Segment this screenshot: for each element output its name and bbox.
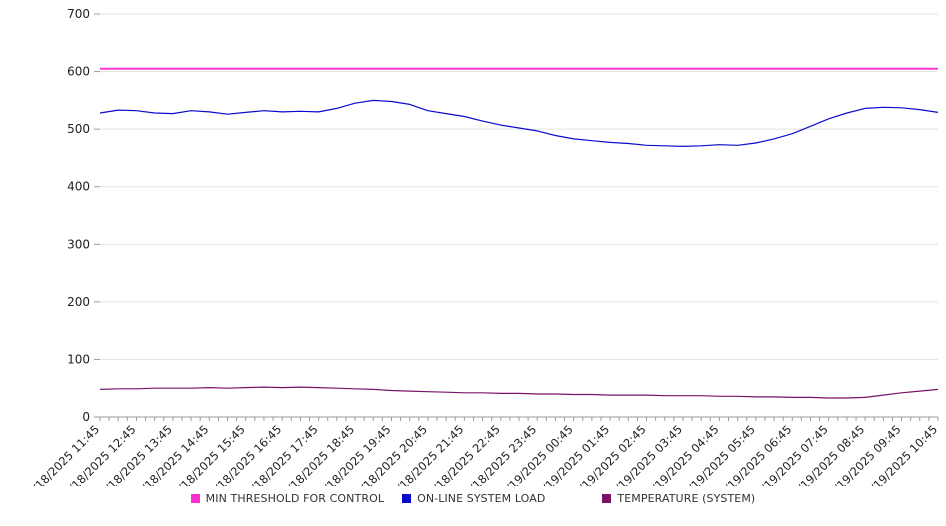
svg-text:600: 600 [67, 65, 90, 79]
legend-label: TEMPERATURE (SYSTEM) [617, 492, 756, 505]
legend-swatch-min-threshold [190, 494, 200, 503]
legend-swatch-system-load [402, 494, 412, 503]
legend-item-temperature[interactable]: TEMPERATURE (SYSTEM) [602, 492, 755, 505]
legend-item-min-threshold[interactable]: MIN THRESHOLD FOR CONTROL [190, 492, 385, 505]
svg-text:300: 300 [67, 237, 90, 251]
svg-text:700: 700 [67, 7, 90, 21]
legend-swatch-temperature [602, 494, 612, 503]
svg-text:200: 200 [67, 295, 90, 309]
legend-label: ON-LINE SYSTEM LOAD [417, 492, 546, 505]
chart-area: 0 100 200 300 400 500 600 700 10/18/2025 11:45 10… [19, 7, 940, 505]
legend-label: MIN THRESHOLD FOR CONTROL [205, 492, 385, 505]
svg-text:100: 100 [67, 352, 90, 366]
svg-text:500: 500 [67, 122, 90, 136]
legend-item-system-load[interactable]: ON-LINE SYSTEM LOAD [402, 492, 545, 505]
svg-text:400: 400 [67, 180, 90, 194]
chart-legend: MIN THRESHOLD FOR CONTROL ON-LINE SYSTEM… [0, 492, 946, 505]
svg-text:0: 0 [82, 410, 90, 424]
